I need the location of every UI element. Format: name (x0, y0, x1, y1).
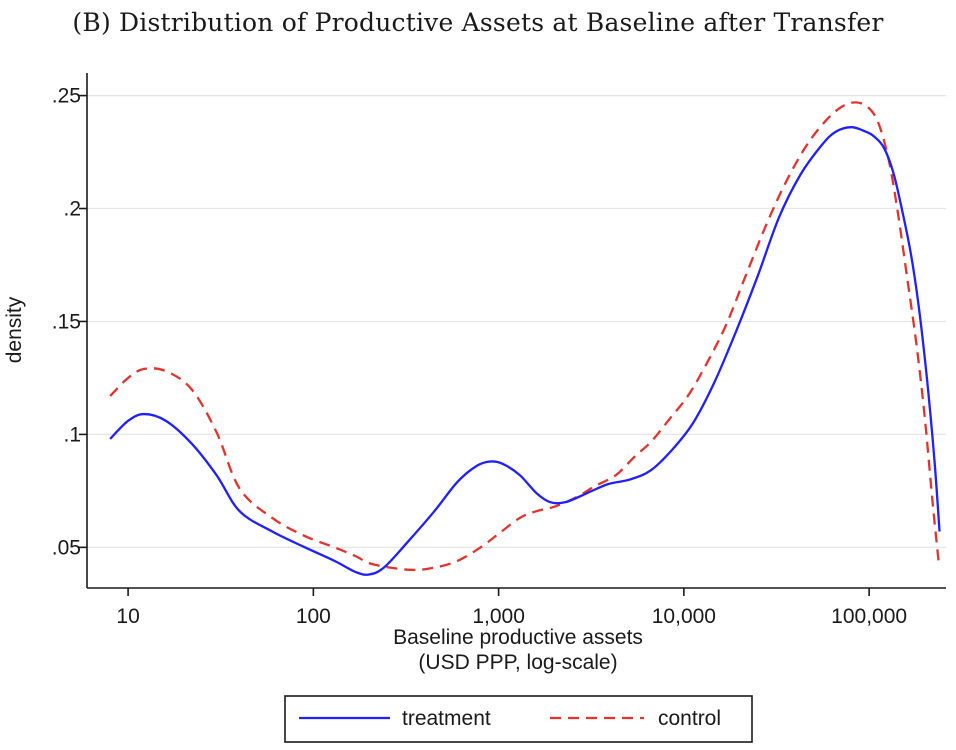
x-axis-title-line1: Baseline productive assets (393, 626, 643, 649)
x-tick-label: 1,000 (472, 605, 525, 628)
x-tick-label: 100,000 (831, 605, 907, 628)
y-ticks: .05 .1 .15 .2 .25 (52, 85, 87, 559)
x-tick-label: 10 (116, 605, 139, 628)
legend-label-control: control (658, 707, 721, 730)
series-line-control (109, 101, 940, 572)
legend-label-treatment: treatment (402, 707, 491, 730)
gridlines (87, 94, 946, 548)
x-ticks: 10 100 1,000 10,000 100,000 (116, 588, 907, 628)
axes (86, 73, 946, 589)
y-axis-title: density (3, 296, 26, 363)
y-tick-label: .15 (52, 310, 81, 333)
chart-title: (B) Distribution of Productive Assets at… (72, 8, 884, 37)
plot-series (109, 101, 941, 576)
x-tick-label: 10,000 (652, 605, 716, 628)
y-tick-label: .1 (63, 423, 81, 446)
y-tick-label: .2 (63, 198, 81, 221)
series-line-treatment (109, 126, 941, 576)
legend: treatment control (284, 695, 753, 743)
x-axis-title-line2: (USD PPP, log-scale) (418, 651, 617, 674)
y-tick-label: .05 (52, 536, 81, 559)
x-tick-label: 100 (296, 605, 331, 628)
y-tick-label: .25 (52, 85, 81, 108)
